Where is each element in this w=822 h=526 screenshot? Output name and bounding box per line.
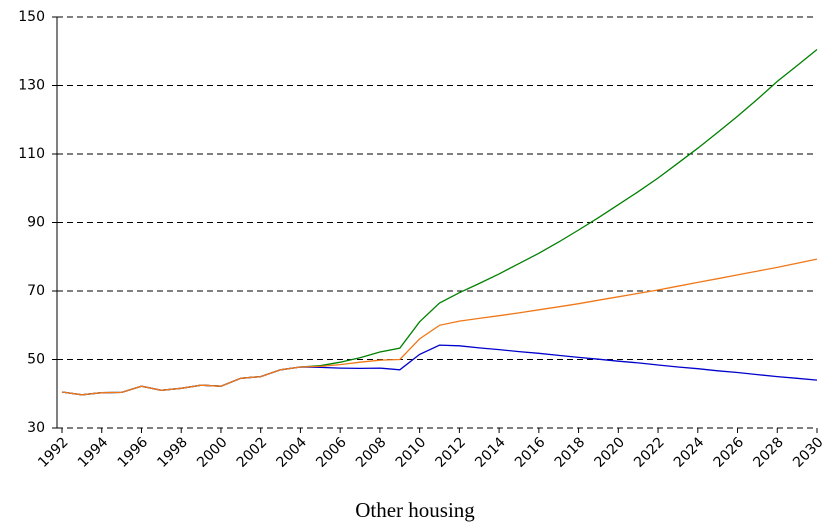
x-tick-label: 2020 (591, 434, 628, 471)
x-tick-label: 2002 (234, 434, 271, 471)
x-tick-label: 2008 (353, 434, 390, 471)
x-tick-label: 2012 (433, 434, 470, 471)
x-tick-label: 2004 (274, 434, 311, 471)
x-tick-label: 2010 (393, 434, 430, 471)
x-tick-label: 2014 (472, 434, 509, 471)
x-tick-label: 2028 (750, 434, 787, 471)
x-tick-label: 2026 (711, 434, 748, 471)
x-tick-label: 2030 (790, 434, 822, 471)
x-tick-label: 2018 (552, 434, 589, 471)
x-tick-label: 2016 (512, 434, 549, 471)
series-line (61, 258, 818, 396)
y-tick-label: 90 (27, 215, 45, 231)
x-tick-label: 2006 (313, 434, 350, 471)
y-tick-label: 30 (27, 420, 45, 436)
x-tick-label: 1992 (35, 434, 72, 471)
x-tick-label: 2022 (631, 434, 668, 471)
x-tick-label: 1996 (115, 434, 152, 471)
x-tick-label: 2000 (194, 434, 231, 471)
y-tick-label: 130 (18, 78, 45, 94)
y-tick-label: 70 (27, 283, 45, 299)
series-line (61, 344, 818, 396)
x-axis-title: Other housing (355, 498, 475, 522)
y-tick-label: 150 (18, 9, 45, 25)
y-tick-label: 110 (18, 146, 45, 162)
x-tick-label: 2024 (671, 434, 708, 471)
x-tick-label: 1994 (75, 434, 112, 471)
y-tick-label: 50 (27, 352, 45, 368)
x-tick-label: 1998 (154, 434, 191, 471)
